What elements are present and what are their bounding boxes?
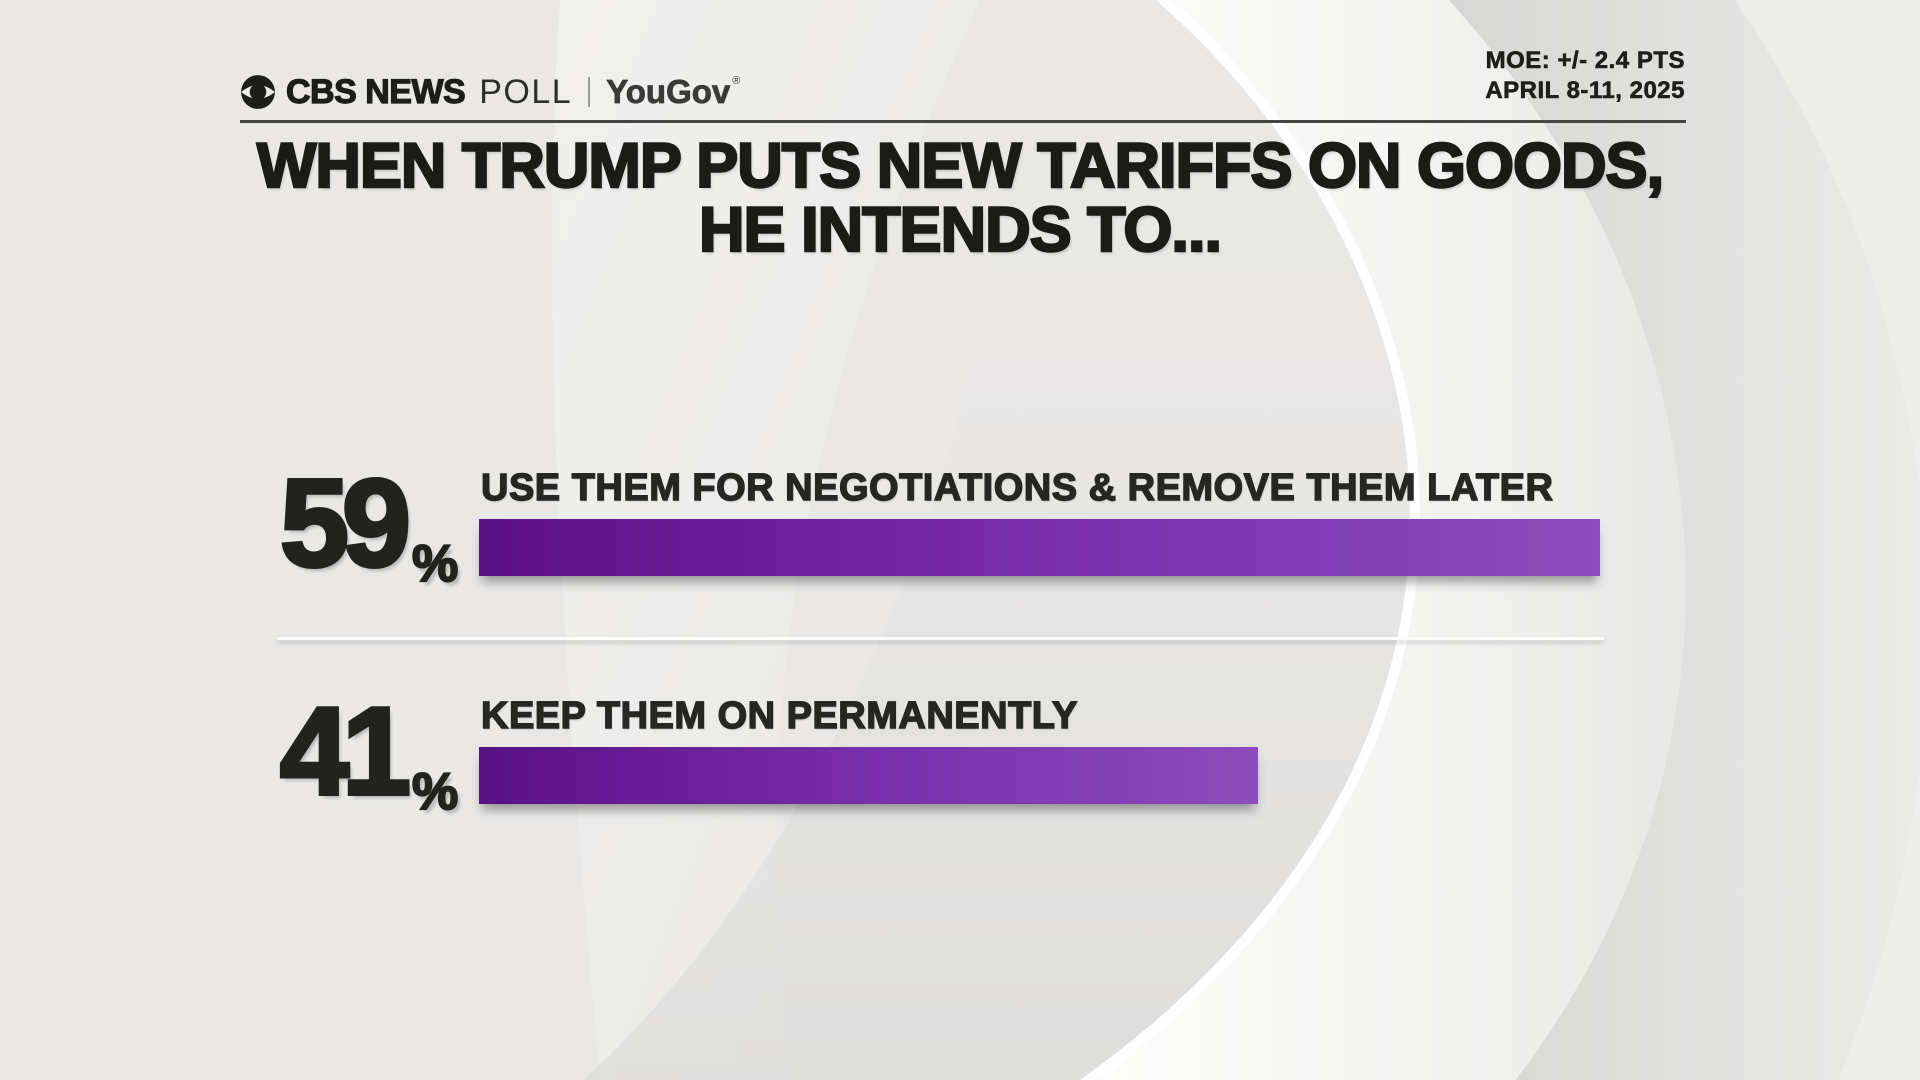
value-59: 59	[278, 455, 413, 594]
registered-trademark: ®	[732, 75, 741, 87]
chart-title: WHEN TRUMP PUTS NEW TARIFFS ON GOODS, HE…	[235, 131, 1685, 266]
bar-label-permanently: KEEP THEM ON PERMANENTLY	[480, 694, 1078, 737]
row-divider	[277, 637, 1604, 640]
brand-divider	[588, 77, 591, 107]
moe-line: MOE: +/- 2.4 PTS	[1485, 47, 1685, 75]
percent-sign: %	[411, 763, 459, 821]
bar-label-negotiations: USE THEM FOR NEGOTIATIONS & REMOVE THEM …	[480, 466, 1554, 509]
cbs-eye-icon	[241, 75, 275, 109]
bar-permanently	[479, 747, 1258, 804]
header-rule	[240, 120, 1686, 123]
yougov-text: YouGov	[606, 73, 731, 111]
methodology-note: MOE: +/- 2.4 PTS APRIL 8-11, 2025	[1485, 46, 1685, 106]
value-59-percent: 59 %	[278, 455, 480, 594]
value-41: 41	[278, 683, 413, 822]
poll-wordmark: POLL	[479, 72, 573, 111]
percent-sign: %	[411, 535, 459, 593]
bar-negotiations	[479, 519, 1600, 576]
chart-title-line1: WHEN TRUMP PUTS NEW TARIFFS ON GOODS,	[256, 131, 1666, 201]
value-41-percent: 41 %	[278, 683, 480, 822]
cbs-news-wordmark: CBS NEWS	[285, 72, 466, 111]
brand-lockup: CBS NEWS POLL YouGov ®	[240, 72, 740, 112]
yougov-wordmark: YouGov ®	[606, 73, 741, 111]
dates-line: APRIL 8-11, 2025	[1485, 77, 1685, 105]
chart-title-line2: HE INTENDS TO...	[698, 195, 1223, 266]
